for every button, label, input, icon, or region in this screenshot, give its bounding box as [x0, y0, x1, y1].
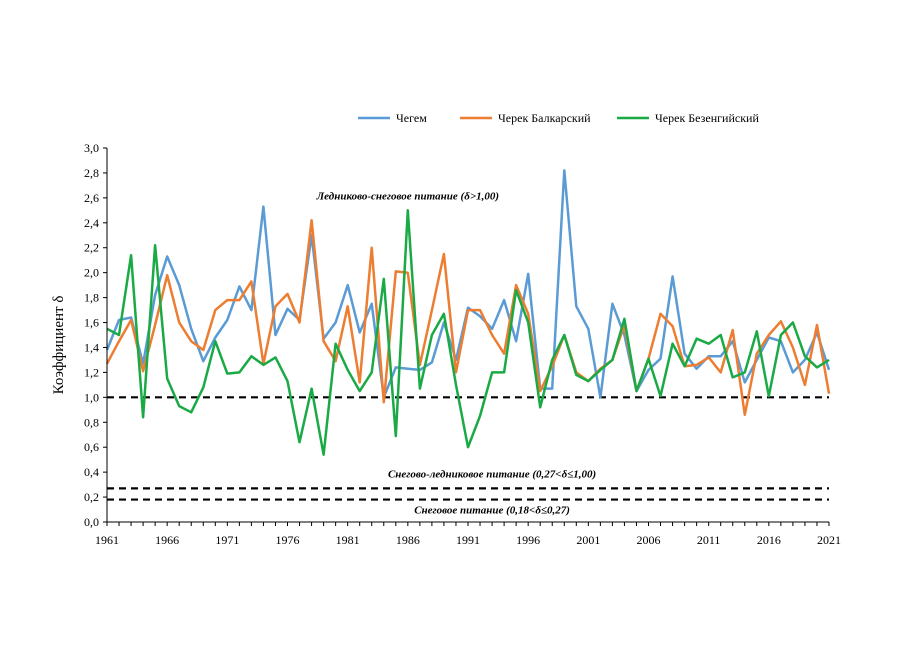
- x-tick-label-11: 2016: [757, 533, 781, 547]
- y-tick-label-10: 2,0: [84, 266, 99, 280]
- legend: Чегем Черек Балкарский Черек Безенгийский: [358, 111, 759, 125]
- x-tick-label-8: 2001: [576, 533, 600, 547]
- axes: 0,0 0,2 0,4 0,6 0,8 1,0 1,2 1,4 1,6 1,8 2,0 2,2 2,4 2…: [51, 141, 841, 547]
- annotations: Ледниково-снеговое питание (δ>1,00) Снего…: [316, 190, 597, 516]
- x-tick-label-10: 2011: [697, 533, 721, 547]
- reference-lines: [107, 396, 829, 501]
- x-tick-label-12: 2021: [817, 533, 841, 547]
- y-tick-label-6: 1,2: [84, 365, 99, 379]
- y-tick-label-15: 3,0: [84, 141, 99, 155]
- x-tick-label-5: 1986: [396, 533, 420, 547]
- y-tick-label-12: 2,4: [84, 216, 99, 230]
- x-tick-label-6: 1991: [456, 533, 480, 547]
- legend-label-0: Чегем: [396, 111, 427, 125]
- annotation-1: Снегово-ледниковое питание (0,27<δ≤1,00): [388, 468, 596, 480]
- series-lines: [105, 169, 831, 456]
- y-tick-label-5: 1,0: [84, 390, 99, 404]
- y-tick-label-9: 1,8: [84, 291, 99, 305]
- y-tick-label-3: 0,6: [84, 440, 99, 454]
- y-axis-title: Коэффициент δ: [51, 296, 67, 395]
- legend-label-2: Черек Безенгийский: [655, 111, 759, 125]
- legend-label-1: Черек Балкарский: [498, 111, 591, 125]
- series-line-0: [105, 169, 831, 399]
- x-tick-label-4: 1981: [336, 533, 360, 547]
- x-tick-label-3: 1976: [276, 533, 300, 547]
- y-tick-label-14: 2,8: [84, 166, 99, 180]
- y-tick-label-0: 0,0: [84, 515, 99, 529]
- y-tick-label-13: 2,6: [84, 191, 99, 205]
- x-tick-label-7: 1996: [516, 533, 540, 547]
- y-tick-label-2: 0,4: [84, 465, 99, 479]
- series-line-1: [105, 219, 831, 417]
- x-tick-label-9: 2006: [637, 533, 661, 547]
- x-tick-label-2: 1971: [215, 533, 239, 547]
- y-tick-label-1: 0,2: [84, 490, 99, 504]
- y-tick-label-7: 1,4: [84, 340, 99, 354]
- x-tick-label-1: 1966: [155, 533, 179, 547]
- y-tick-label-8: 1,6: [84, 316, 99, 330]
- y-tick-label-11: 2,2: [84, 241, 99, 255]
- series-line-2: [106, 209, 830, 456]
- y-tick-label-4: 0,8: [84, 415, 99, 429]
- annotation-0: Ледниково-снеговое питание (δ>1,00): [316, 190, 499, 202]
- annotation-2: Снеговое питание (0,18<δ≤0,27): [414, 505, 570, 517]
- x-tick-label-0: 1961: [95, 533, 119, 547]
